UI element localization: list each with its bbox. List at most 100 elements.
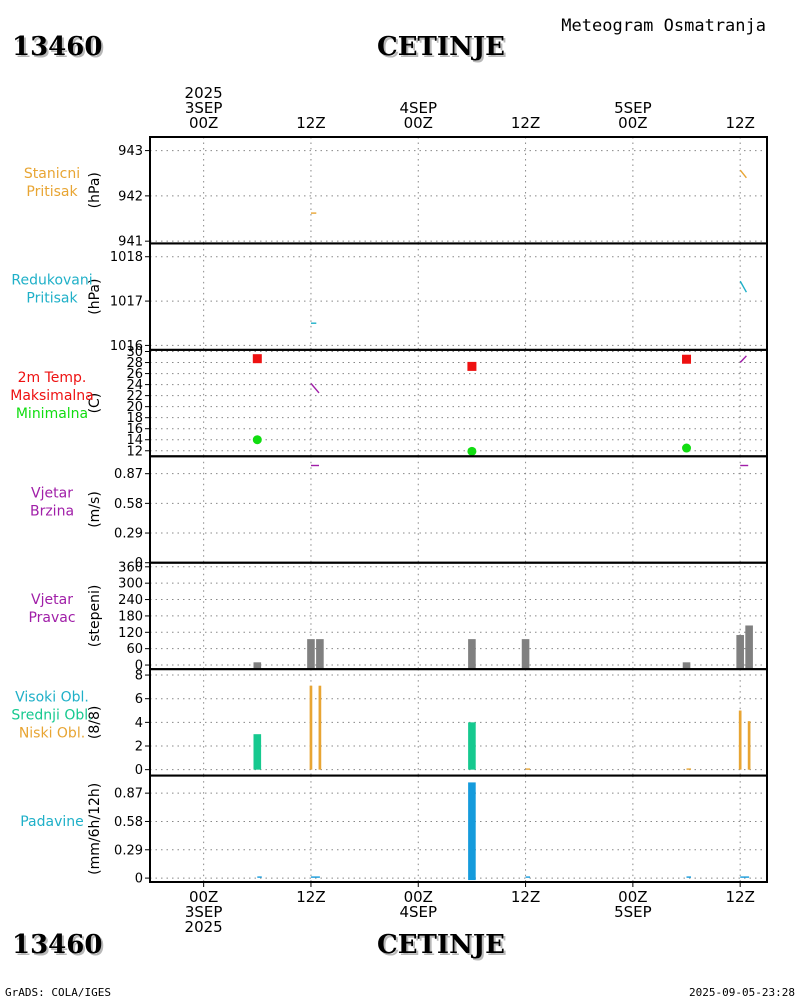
min-temp-marker [467, 446, 477, 456]
y-tick-label: 12 [126, 444, 143, 459]
y-tick-label: 4 [135, 716, 143, 731]
bottom-time-label: 00Z [618, 888, 647, 906]
panel-frame [149, 348, 768, 458]
top-time-label: 5SEP [614, 99, 652, 117]
y-tick-label: 28 [126, 356, 143, 371]
y-tick-label: 30 [126, 345, 143, 360]
unit-label: (hPa) [87, 279, 103, 315]
series-line [739, 355, 747, 363]
y-tick-label: 0.87 [114, 787, 143, 802]
footer-station-id-shadow: 13460 [14, 932, 104, 962]
unit-label: (mm/6h/12h) [87, 783, 103, 875]
y-tick-label: 14 [126, 433, 143, 448]
footer-station-id: 13460 [12, 930, 102, 960]
y-tick-label: 1016 [110, 339, 143, 354]
top-time-label: 00Z [618, 114, 647, 132]
y-tick-label: 941 [118, 235, 143, 250]
panel-label: Srednji Obl. [11, 707, 92, 723]
y-tick-label: 60 [126, 642, 143, 657]
top-time-label: 2025 [185, 84, 223, 102]
bar [736, 635, 744, 670]
bar [316, 639, 324, 670]
bar [253, 662, 262, 670]
y-tick-label: 300 [118, 577, 143, 592]
panel-label: Minimalna [16, 406, 88, 422]
y-tick-label: 0.87 [114, 467, 143, 482]
y-tick-label: 0 [135, 659, 143, 674]
max-temp-marker [467, 361, 477, 371]
y-tick-label: 0.58 [114, 815, 143, 830]
panel-label: Visoki Obl. [15, 689, 89, 705]
y-tick-label: 180 [118, 609, 143, 624]
y-tick-label: 0.58 [114, 497, 143, 512]
series-line [739, 169, 747, 179]
panel-label: Niski Obl. [19, 725, 85, 741]
bottom-time-label: 5SEP [614, 903, 652, 921]
panel-label: Pritisak [26, 184, 78, 200]
y-tick-label: 0 [135, 872, 143, 887]
y-tick-label: 26 [126, 367, 143, 382]
y-tick-label: 0 [135, 763, 143, 778]
y-tick-label: 2 [135, 740, 143, 755]
station-id: 13460 [12, 32, 102, 62]
panel-label: Brzina [30, 504, 74, 520]
unit-label: (stepeni) [87, 585, 103, 648]
panel-frame [149, 242, 768, 351]
panel-frame [149, 774, 768, 883]
max-temp-marker [682, 354, 692, 364]
panel-label: Redukovani [11, 273, 92, 289]
unit-label: (C) [87, 393, 103, 414]
y-tick-label: 20 [126, 400, 143, 415]
bar [521, 639, 530, 670]
bar [747, 721, 751, 770]
panel-precipitation: 0 0.29 0.58 0.87 (mm/6h/12h)Padavine [20, 774, 768, 887]
top-time-label: 12Z [296, 114, 325, 132]
panel-station-pressure: 941 942 943 (hPa) Stanicni Pritisak [24, 136, 768, 250]
y-tick-label: 240 [118, 593, 143, 608]
document-title: Meteogram Osmatranja [561, 16, 766, 36]
panel-label: Maksimalna [10, 388, 94, 404]
y-tick-label: 18 [126, 411, 143, 426]
unit-label: (m/s) [87, 491, 103, 528]
top-time-label: 00Z [189, 114, 218, 132]
y-tick-label: 16 [126, 422, 143, 437]
y-tick-label: 24 [126, 378, 143, 393]
panel-wind-speed: 0 0.29 0.58 0.87 (m/s) Vjetar Brzina [30, 455, 768, 571]
y-tick-label: 360 [118, 560, 143, 575]
bottom-time-label: 00Z [404, 888, 433, 906]
y-tick-label: 1017 [110, 295, 143, 310]
station-name: CETINJE [377, 32, 505, 62]
panel-reduced-pressure: 1016 1017 1018 (hPa)Redukovani Pritisak [11, 242, 768, 354]
panel-label: Vjetar [31, 592, 73, 608]
bar [468, 639, 476, 670]
panel-label: Stanicni [24, 166, 80, 182]
bottom-time-label: 12Z [296, 888, 325, 906]
y-tick-label: 22 [126, 389, 143, 404]
y-tick-label: 943 [118, 144, 143, 159]
max-temp-marker [252, 354, 262, 364]
bar [307, 639, 315, 670]
panel-label: Pritisak [26, 291, 78, 307]
unit-label: (8/8) [87, 706, 103, 739]
top-time-label: 4SEP [399, 99, 437, 117]
panel-frame [149, 136, 768, 245]
panel-label: Pravac [28, 610, 75, 626]
series-line [739, 280, 748, 293]
station-name-shadow: CETINJE [379, 34, 507, 64]
panel-label: Padavine [20, 814, 84, 830]
panel-frame [149, 455, 768, 564]
y-tick-label: 8 [135, 669, 143, 684]
bottom-time-label: 12Z [725, 888, 754, 906]
y-tick-label: 6 [135, 692, 143, 707]
footer-credit: GrADS: COLA/IGES [5, 986, 111, 999]
bar [468, 722, 476, 770]
footer: 13460 13460 CETINJE CETINJE GrADS: COLA/… [5, 930, 795, 999]
y-tick-label: 0.29 [114, 527, 143, 542]
footer-station-name-shadow: CETINJE [379, 932, 507, 962]
bottom-time-label: 2025 [185, 918, 223, 936]
y-tick-label: 0.29 [114, 843, 143, 858]
